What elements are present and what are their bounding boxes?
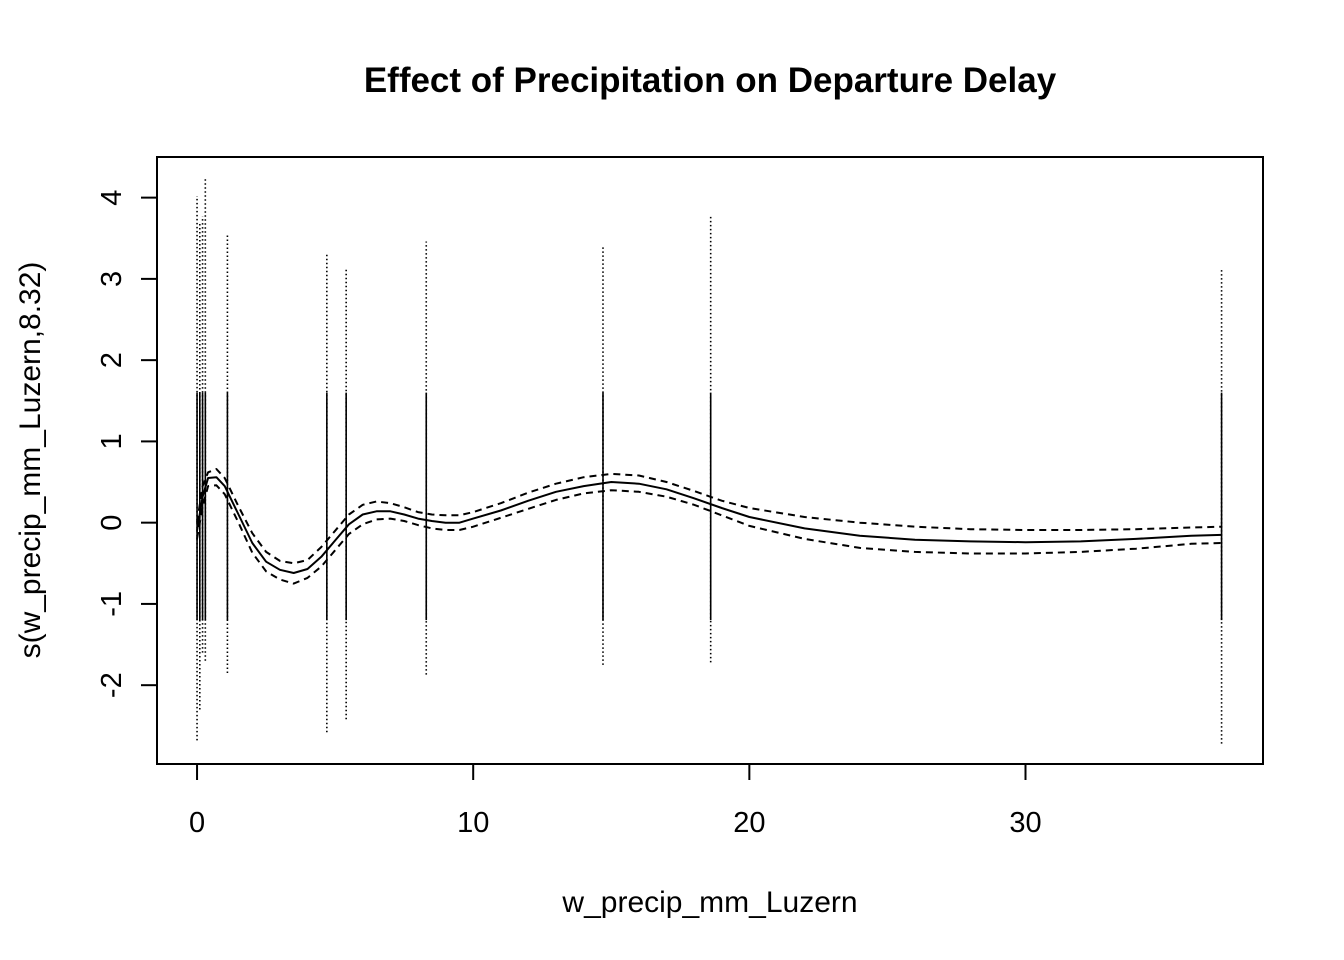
y-tick-label-4: 2 [96, 352, 128, 368]
ci-band-line-1 [196, 468, 1222, 565]
ci-band-line-2 [196, 484, 1222, 585]
fit-line [196, 476, 1222, 574]
y-tick-label-0: -2 [96, 672, 128, 698]
y-tick-label-2: 0 [96, 515, 128, 531]
x-tick-label-2: 20 [733, 807, 765, 839]
x-tick-label-1: 10 [457, 807, 489, 839]
y-tick-label-3: 1 [96, 433, 128, 449]
y-axis-label: s(w_precip_mm_Luzern,8.32) [14, 262, 47, 659]
x-tick-label-0: 0 [189, 807, 205, 839]
smooth-curves [196, 468, 1222, 585]
y-tick-label-1: -1 [96, 591, 128, 617]
x-axis: 0 10 20 30 [189, 763, 1042, 839]
x-axis-label: w_precip_mm_Luzern [561, 886, 857, 919]
y-axis: -2 -1 0 1 2 3 4 [96, 190, 158, 698]
y-tick-label-6: 4 [96, 190, 128, 206]
chart-title: Effect of Precipitation on Departure Del… [364, 61, 1057, 100]
rug-marks [196, 178, 1223, 744]
x-tick-label-3: 30 [1009, 807, 1041, 839]
y-tick-label-5: 3 [96, 271, 128, 287]
